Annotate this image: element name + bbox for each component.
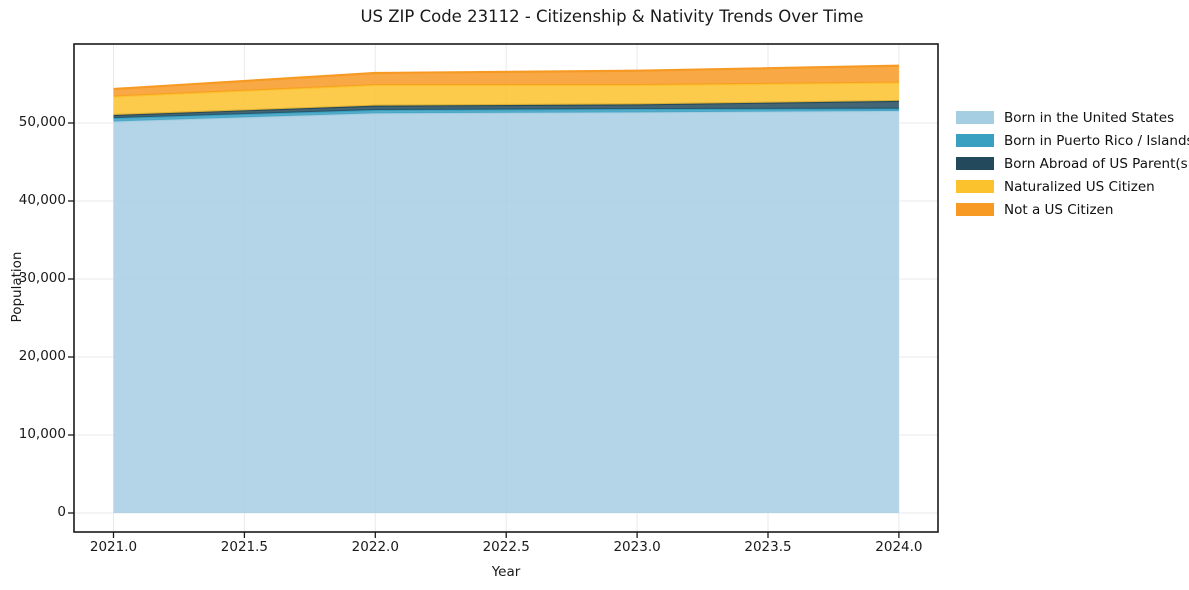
x-axis-title: Year xyxy=(491,564,521,580)
legend-swatch-icon xyxy=(956,156,994,171)
area-born-in-the-united-states xyxy=(113,110,899,513)
x-tick-label: 2023.0 xyxy=(613,539,661,555)
y-tick-label: 40,000 xyxy=(18,192,66,208)
x-tick-label: 2021.0 xyxy=(89,539,138,555)
legend-item-label: Naturalized US Citizen xyxy=(1004,178,1155,195)
legend-item: Not a US Citizen xyxy=(956,198,1189,221)
legend-swatch-icon xyxy=(956,179,994,194)
legend-item: Born in Puerto Rico / Islands xyxy=(956,129,1189,152)
legend-swatch-icon xyxy=(956,202,994,217)
area-born-in-puerto-rico-islands xyxy=(113,108,899,122)
x-tick-label: 2024.0 xyxy=(875,539,923,555)
legend-item-label: Born Abroad of US Parent(s) xyxy=(1004,155,1189,172)
area-naturalized-us-citizen xyxy=(113,82,899,115)
y-axis-title: Population xyxy=(9,251,25,323)
legend-swatch-icon xyxy=(956,110,994,125)
legend-swatch-icon xyxy=(956,133,994,148)
area-not-a-us-citizen xyxy=(113,65,899,97)
legend-item-label: Born in Puerto Rico / Islands xyxy=(1004,132,1189,149)
legend: Born in the United States Born in Puerto … xyxy=(956,106,1189,221)
y-tick-label: 30,000 xyxy=(18,270,66,286)
area-edge xyxy=(113,64,899,91)
y-tick-label: 20,000 xyxy=(18,348,66,364)
legend-item: Born Abroad of US Parent(s) xyxy=(956,152,1189,175)
x-tick-label: 2021.5 xyxy=(220,539,269,555)
chart-title: US ZIP Code 23112 - Citizenship & Nativi… xyxy=(360,7,864,26)
x-tick-label: 2022.0 xyxy=(351,539,399,555)
legend-item: Naturalized US Citizen xyxy=(956,175,1189,198)
y-tick-label: 10,000 xyxy=(18,426,66,442)
legend-item-label: Born in the United States xyxy=(1004,109,1175,126)
x-tick-label: 2022.5 xyxy=(482,539,530,555)
area-born-abroad-of-us-parent-s- xyxy=(113,100,899,119)
y-tick-label: 50,000 xyxy=(18,114,66,130)
legend-item-label: Not a US Citizen xyxy=(1004,201,1114,218)
y-tick-label: 0 xyxy=(57,504,66,520)
legend-item: Born in the United States xyxy=(956,106,1189,129)
x-tick-label: 2023.5 xyxy=(744,539,792,555)
